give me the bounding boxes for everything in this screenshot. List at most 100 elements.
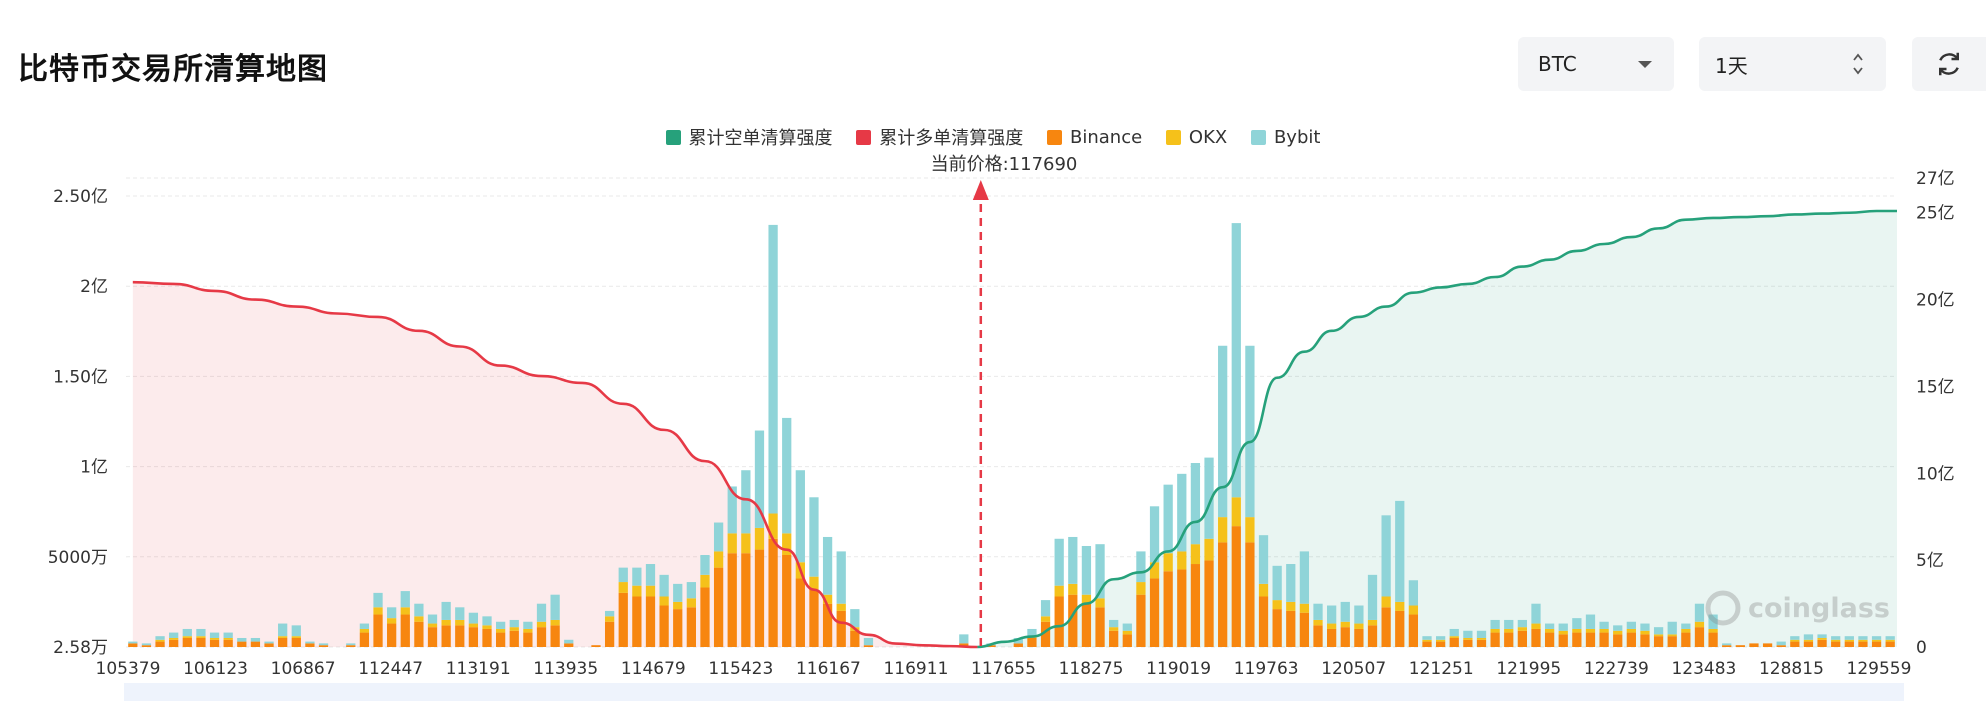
bar-binance [822, 603, 833, 647]
bar-bybit [1517, 619, 1527, 628]
bar-bybit [1231, 223, 1241, 498]
bar-bybit [1367, 574, 1378, 620]
bar-bybit [523, 621, 533, 629]
bar-binance [1381, 607, 1391, 647]
bar-okx [1435, 639, 1446, 642]
bar-binance [1313, 625, 1323, 647]
bar-okx [836, 603, 846, 611]
bar-okx [182, 636, 192, 638]
period-select[interactable]: 1天 [1699, 37, 1886, 91]
bar-binance [1245, 542, 1255, 647]
legend-item-long[interactable]: 累计多单清算强度 [856, 124, 1023, 150]
bar-okx [1517, 627, 1527, 631]
y-left-tick-label: 1亿 [80, 458, 108, 478]
zoom-slider-track [124, 683, 1904, 701]
bar-okx [1081, 594, 1092, 604]
bar-okx [1858, 639, 1868, 642]
bar-bybit [1122, 623, 1132, 631]
refresh-icon [1939, 52, 1959, 76]
bar-binance [427, 627, 438, 647]
coin-select[interactable]: BTC [1518, 37, 1674, 91]
bar-binance [264, 643, 274, 647]
bar-bybit [141, 643, 152, 646]
y-left-tick-label: 2亿 [80, 277, 108, 297]
bar-okx [1667, 634, 1677, 637]
y-right-tick-label: 10亿 [1916, 464, 1955, 484]
bar-bybit [209, 632, 220, 638]
bar-bybit [264, 641, 274, 644]
bar-okx [373, 607, 383, 615]
bar-okx [713, 551, 724, 568]
bar-okx [1613, 630, 1623, 635]
bar-okx [209, 637, 220, 640]
bar-bybit [822, 536, 833, 595]
legend-item-okx[interactable]: OKX [1165, 127, 1227, 148]
bar-binance [1790, 641, 1800, 647]
bar-okx [1340, 621, 1350, 628]
bar-binance [1027, 637, 1037, 647]
coin-select-value: BTC [1538, 52, 1577, 76]
bar-bybit [1476, 630, 1487, 638]
bar-bybit [673, 583, 683, 602]
bar-okx [1095, 598, 1105, 608]
y-right-tick-label: 20亿 [1916, 291, 1955, 311]
x-tick-label: 118275 [1059, 659, 1124, 679]
legend-swatch [1250, 129, 1266, 145]
bar-bybit [441, 601, 451, 620]
bar-okx [1653, 634, 1664, 637]
bar-bybit [659, 574, 669, 597]
bar-bybit [496, 621, 506, 629]
bar-okx [1177, 551, 1187, 570]
y-left-tick-label: 2.50亿 [53, 187, 108, 207]
bar-bybit [155, 636, 165, 640]
bar-bybit [1149, 506, 1160, 563]
bar-binance [782, 555, 792, 647]
x-tick-label: 115423 [708, 659, 773, 679]
bar-bybit [795, 470, 805, 563]
bar-binance [1640, 634, 1650, 647]
refresh-button[interactable] [1912, 37, 1986, 91]
bar-binance [250, 641, 261, 647]
bar-binance [1817, 639, 1827, 647]
bar-binance [1149, 578, 1160, 647]
bar-bybit [1531, 603, 1541, 624]
legend-item-short[interactable]: 累计空单清算强度 [665, 124, 833, 150]
bar-okx [550, 619, 560, 626]
bar-series [128, 223, 1895, 647]
bar-binance [809, 589, 819, 647]
bar-bybit [1449, 628, 1459, 637]
bar-binance [509, 630, 519, 647]
current-price-arrow [972, 180, 989, 200]
bar-okx [1218, 517, 1228, 543]
bar-okx [400, 607, 410, 615]
x-tick-label: 120507 [1321, 659, 1386, 679]
bar-bybit [1286, 564, 1296, 602]
bar-okx [427, 623, 438, 628]
bar-binance [632, 596, 642, 647]
bar-bybit [1381, 515, 1391, 597]
bar-binance [1585, 632, 1596, 647]
bar-bybit [1831, 636, 1841, 640]
bar-bybit [414, 603, 424, 617]
bar-binance [1762, 643, 1773, 647]
bar-binance [1231, 526, 1241, 647]
bar-bybit [400, 591, 410, 608]
bar-binance [1081, 603, 1092, 647]
bar-okx [1544, 628, 1555, 633]
bar-okx [1163, 553, 1173, 572]
bar-binance [1694, 627, 1705, 647]
bar-binance [1040, 621, 1051, 647]
x-tick-label: 122739 [1584, 659, 1649, 679]
cumulative-areas [132, 211, 1897, 647]
bar-binance [1109, 630, 1119, 647]
legend-item-binance[interactable]: Binance [1047, 127, 1142, 148]
bar-bybit [455, 607, 465, 620]
legend-item-bybit[interactable]: Bybit [1250, 127, 1320, 148]
bar-okx [155, 639, 165, 642]
short-cumulative-line [977, 209, 1897, 649]
bar-binance [754, 549, 765, 647]
bar-binance [1395, 610, 1405, 647]
bar-binance [128, 643, 138, 647]
bar-okx [1844, 639, 1854, 642]
bar-binance [1340, 627, 1350, 647]
